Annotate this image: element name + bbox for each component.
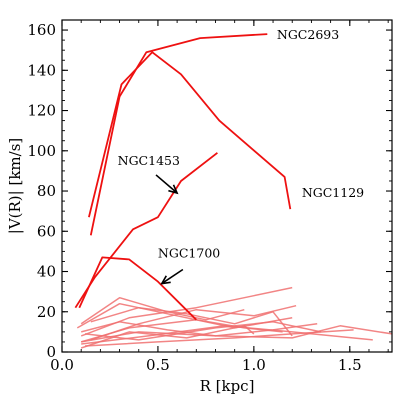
y-axis-ticks: 0 20 40 60 80 100 120 140 160 <box>27 19 392 361</box>
x-axis-label: R [kpc] <box>200 377 255 395</box>
series-line-ngc1700 <box>78 256 197 321</box>
series-line-ngc2693 <box>89 33 268 236</box>
series-line-ngc1129 <box>88 51 292 218</box>
annotation-label-ngc1453: NGC1453 <box>118 153 180 168</box>
y-tick-label: 60 <box>37 222 56 240</box>
series-line-9 <box>84 329 354 347</box>
y-tick-label: 100 <box>27 142 56 160</box>
annotation-label-ngc1700: NGC1700 <box>158 245 220 260</box>
annotation-arrow-1 <box>160 268 184 285</box>
y-tick-label: 120 <box>27 102 56 120</box>
y-tick-label: 0 <box>46 343 56 361</box>
annotation-label-ngc1129: NGC1129 <box>302 185 364 200</box>
series-line-12 <box>90 304 297 341</box>
annotation-layer: NGC2693 NGC1129 NGC1453 NGC1700 <box>118 27 365 260</box>
y-tick-label: 20 <box>37 303 56 321</box>
x-tick-label: 0.5 <box>146 356 170 374</box>
series-line-7 <box>80 286 293 337</box>
plot-frame <box>61 19 393 353</box>
x-tick-label: 1.5 <box>338 356 362 374</box>
y-tick-label: 160 <box>27 21 56 39</box>
y-tick-label: 140 <box>27 61 56 79</box>
arrow-layer <box>155 174 184 285</box>
x-tick-label: 1.0 <box>242 356 266 374</box>
x-tick-label: 0.0 <box>50 356 74 374</box>
y-tick-label: 40 <box>37 263 56 281</box>
series-line-14 <box>84 321 322 341</box>
series-line-11 <box>80 296 245 325</box>
annotation-label-ngc2693: NGC2693 <box>277 27 339 42</box>
series-line-ngc1453 <box>74 152 218 309</box>
y-tick-label: 80 <box>37 182 56 200</box>
series-line-15 <box>80 325 255 349</box>
series-layer <box>74 33 393 349</box>
annotation-arrow-0 <box>155 174 179 195</box>
x-axis-ticks: 0.0 0.5 1.0 1.5 <box>50 20 389 374</box>
y-axis-label: |V(R)| [km/s] <box>6 138 24 234</box>
